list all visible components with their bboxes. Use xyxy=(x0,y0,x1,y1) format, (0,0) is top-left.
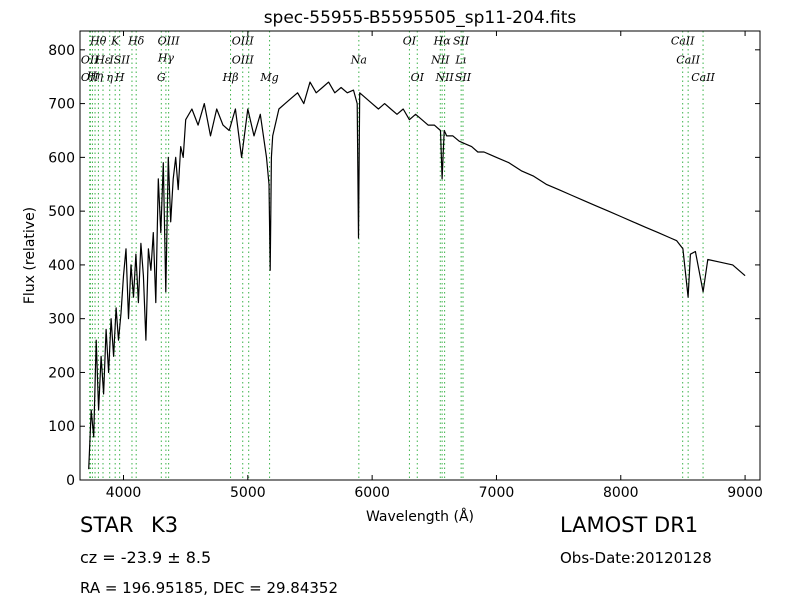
x-axis-label: Wavelength (Å) xyxy=(366,508,474,525)
chart-title: spec-55955-B5595505_sp11-204.fits xyxy=(264,8,577,28)
line-label: OII xyxy=(81,53,99,66)
x-tick-label: 5000 xyxy=(230,485,266,501)
line-label: OIII xyxy=(232,53,255,66)
coordinates: RA = 196.95185, DEC = 29.84352 xyxy=(80,579,339,597)
line-label: OI xyxy=(403,34,417,47)
y-tick-label: 0 xyxy=(66,473,75,489)
plot-frame xyxy=(79,30,761,481)
y-tick-label: 500 xyxy=(48,204,75,220)
spectrum-line xyxy=(88,81,746,470)
line-label: Hβ xyxy=(222,71,239,84)
y-tick-label: 800 xyxy=(48,43,75,59)
line-label: OIII xyxy=(232,34,255,47)
line-label: Mg xyxy=(259,71,278,84)
line-label: Na xyxy=(350,53,367,66)
y-tick-label: 100 xyxy=(48,419,75,435)
object-class: STAR xyxy=(80,513,134,537)
y-tick-label: 200 xyxy=(48,365,75,381)
x-tick-label: 7000 xyxy=(479,485,515,501)
line-label: Hδ xyxy=(127,34,145,47)
line-label: Lι xyxy=(454,53,467,66)
line-label: NII xyxy=(430,53,450,66)
line-label: Hη xyxy=(86,69,104,82)
line-label: NII xyxy=(434,71,454,84)
line-label: SII xyxy=(455,71,472,84)
y-tick-label: 300 xyxy=(48,312,75,328)
obs-date: Obs-Date:20120128 xyxy=(560,549,712,567)
x-tick-label: 8000 xyxy=(603,485,639,501)
line-label: K xyxy=(110,34,120,47)
x-tick-label: 6000 xyxy=(354,485,390,501)
line-label: Hγ xyxy=(157,52,175,65)
y-axis-label: Flux (relative) xyxy=(22,207,38,304)
subclass: K3 xyxy=(151,513,179,537)
line-label: Hθ xyxy=(89,34,107,47)
line-label: CaII xyxy=(691,71,715,84)
line-label: OIII xyxy=(158,34,181,47)
x-axis-ticks: 4000 5000 6000 7000 8000 9000 xyxy=(106,31,763,501)
y-axis-ticks: 0 100 200 300 400 500 600 700 800 xyxy=(48,43,760,489)
x-tick-label: 4000 xyxy=(106,485,142,501)
line-label: OII xyxy=(81,71,99,84)
survey-name: LAMOST DR1 xyxy=(560,513,699,537)
line-label: G xyxy=(157,71,166,84)
line-label: CaII xyxy=(671,34,695,47)
line-label: CaII xyxy=(676,53,700,66)
line-label: H xyxy=(114,71,125,84)
line-label: η xyxy=(106,71,113,84)
line-marker-group xyxy=(89,31,704,480)
line-label: OI xyxy=(411,71,425,84)
line-label: SII xyxy=(453,34,470,47)
x-tick-label: 9000 xyxy=(727,485,763,501)
y-tick-label: 700 xyxy=(48,97,75,113)
y-tick-label: 600 xyxy=(48,150,75,166)
redshift-value: cz = -23.9 ± 8.5 xyxy=(80,548,212,567)
line-label: Hε xyxy=(94,53,111,66)
line-label: Hα xyxy=(433,34,452,47)
y-tick-label: 400 xyxy=(48,258,75,274)
line-label: ISII xyxy=(108,53,130,66)
